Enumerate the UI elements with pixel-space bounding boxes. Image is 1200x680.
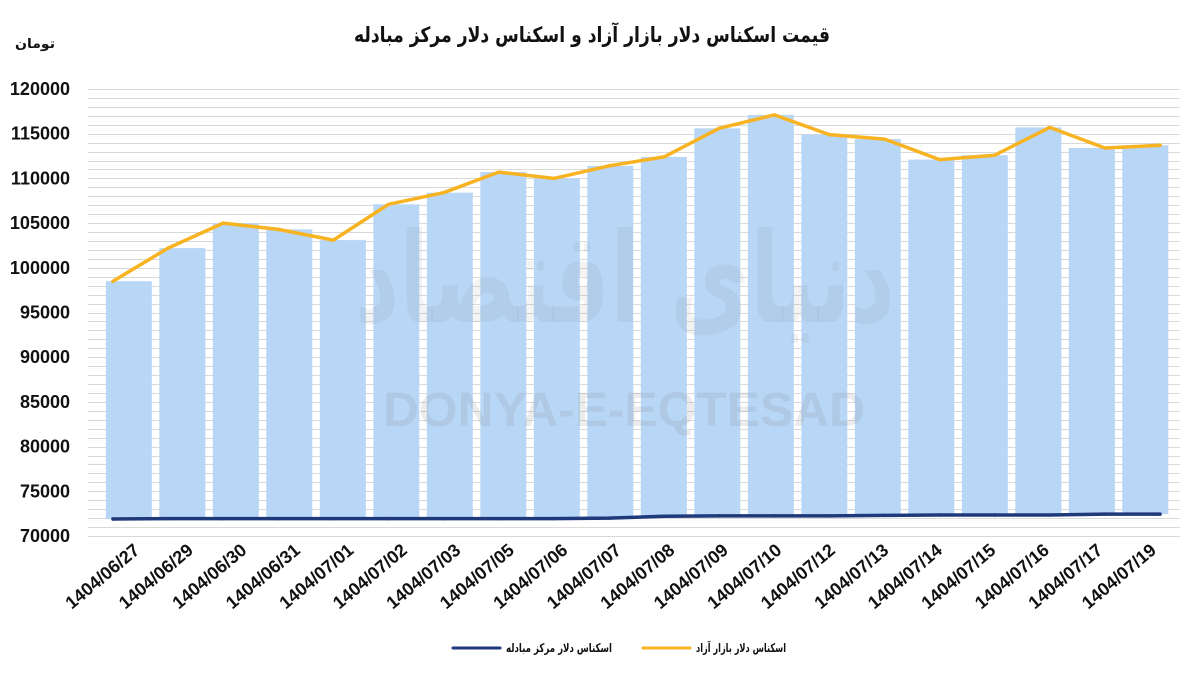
data-point bbox=[662, 155, 666, 159]
y-tick-label: 85000 bbox=[20, 392, 70, 412]
bar bbox=[159, 248, 206, 519]
data-point bbox=[717, 514, 721, 518]
data-point bbox=[882, 513, 887, 518]
data-point bbox=[331, 238, 336, 242]
data-point bbox=[386, 516, 391, 521]
y-tick-label: 80000 bbox=[20, 437, 70, 457]
y-tick-label: 120000 bbox=[10, 79, 70, 99]
legend-item-free-market: اسکناس دلار بازار آزاد bbox=[641, 640, 786, 655]
bar bbox=[212, 223, 259, 519]
data-point bbox=[992, 153, 997, 157]
series-line bbox=[111, 113, 1162, 283]
bar bbox=[694, 128, 741, 516]
bar bbox=[480, 172, 527, 519]
chart-title: قیمت اسکناس دلار بازار آزاد و اسکناس دلا… bbox=[354, 22, 830, 47]
legend-label: اسکناس دلار مرکز مبادله bbox=[506, 641, 612, 655]
bar bbox=[1068, 148, 1115, 515]
data-point bbox=[276, 227, 281, 232]
y-axis-tick-labels: 70000 75000 80000 85000 90000 95000 100000 1050… bbox=[10, 79, 70, 546]
data-point bbox=[772, 113, 777, 117]
legend: اسکناس دلار مرکز مبادله اسکناس دلار بازا… bbox=[451, 640, 786, 655]
y-axis-unit-label: تومان bbox=[15, 37, 55, 52]
data-point bbox=[1103, 146, 1107, 150]
data-point bbox=[992, 513, 997, 517]
data-point bbox=[1158, 143, 1162, 148]
data-point bbox=[607, 516, 611, 520]
bar bbox=[1015, 127, 1062, 515]
watermark: دنیای اقتصاد DONYA-E-EQTESAD bbox=[355, 207, 895, 437]
data-point bbox=[111, 517, 115, 521]
bars bbox=[105, 114, 1169, 519]
bar bbox=[640, 156, 687, 517]
y-tick-label: 110000 bbox=[11, 168, 70, 188]
data-point bbox=[276, 516, 281, 521]
series-line bbox=[111, 512, 1162, 521]
line-series bbox=[111, 113, 1162, 283]
data-point bbox=[827, 514, 832, 518]
bar bbox=[801, 134, 848, 516]
bar bbox=[747, 114, 794, 516]
y-tick-label: 70000 bbox=[20, 526, 70, 546]
bar bbox=[961, 155, 1008, 515]
x-axis-tick-labels: 1404/06/271404/06/291404/06/301404/06/31… bbox=[61, 540, 1159, 613]
data-point bbox=[386, 202, 391, 207]
legend-label: اسکناس دلار بازار آزاد bbox=[696, 640, 786, 655]
data-point bbox=[772, 514, 777, 518]
line-series bbox=[111, 512, 1162, 521]
bar bbox=[587, 165, 634, 519]
data-point bbox=[221, 516, 225, 521]
bar bbox=[426, 192, 473, 519]
data-point bbox=[552, 176, 556, 181]
bar bbox=[373, 204, 420, 519]
y-tick-label: 105000 bbox=[10, 213, 70, 233]
data-point bbox=[166, 516, 170, 521]
y-tick-label: 75000 bbox=[20, 481, 70, 501]
data-point bbox=[1048, 125, 1052, 130]
legend-item-exchange-center: اسکناس دلار مرکز مبادله bbox=[451, 641, 612, 655]
data-point bbox=[1048, 513, 1052, 517]
data-point bbox=[221, 221, 225, 225]
data-point bbox=[607, 164, 611, 168]
bar bbox=[533, 178, 580, 519]
data-point bbox=[441, 190, 446, 195]
data-point bbox=[937, 513, 942, 517]
data-point bbox=[1103, 512, 1107, 516]
data-point bbox=[937, 157, 942, 162]
data-point bbox=[882, 137, 887, 141]
data-point bbox=[717, 126, 721, 131]
data-point bbox=[331, 516, 336, 521]
data-point bbox=[827, 132, 832, 137]
watermark-latin: DONYA-E-EQTESAD bbox=[383, 384, 865, 437]
data-point bbox=[166, 246, 170, 250]
bar bbox=[266, 229, 313, 519]
data-point bbox=[496, 516, 501, 521]
y-tick-label: 90000 bbox=[20, 347, 70, 367]
data-point bbox=[111, 279, 115, 283]
y-tick-label: 100000 bbox=[10, 258, 70, 278]
data-point bbox=[552, 516, 556, 521]
bar bbox=[908, 159, 955, 515]
data-point bbox=[1158, 512, 1162, 516]
data-point bbox=[662, 514, 666, 519]
series-lines bbox=[111, 113, 1162, 521]
y-tick-label: 115000 bbox=[11, 124, 70, 144]
bar bbox=[1122, 145, 1169, 515]
data-point bbox=[496, 170, 501, 174]
bar bbox=[319, 240, 366, 519]
bar bbox=[854, 139, 901, 516]
data-point bbox=[441, 516, 446, 521]
bar bbox=[105, 281, 152, 519]
watermark-persian: دنیای اقتصاد bbox=[355, 207, 895, 352]
y-tick-label: 95000 bbox=[20, 303, 70, 323]
